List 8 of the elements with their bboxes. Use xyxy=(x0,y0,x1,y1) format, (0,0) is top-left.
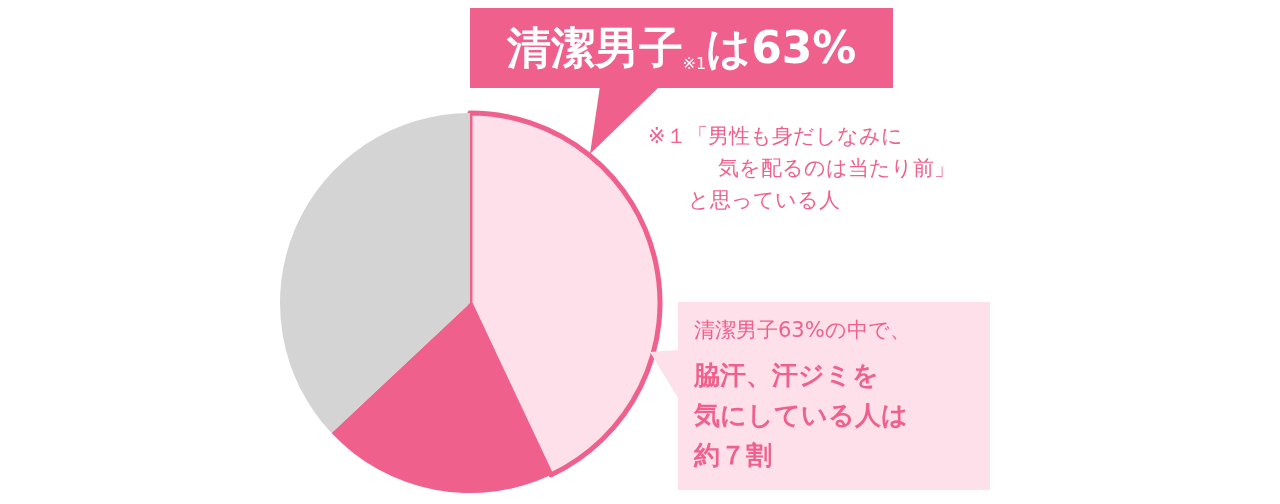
chart-title: 清潔男子$_{※1}$は63% xyxy=(470,8,893,88)
text: 気にしている人は xyxy=(694,399,908,432)
text: と思っている人 xyxy=(688,187,840,214)
text: 清潔男子63%の中で、 xyxy=(694,317,911,344)
text: ※１「男性も身だしなみに xyxy=(648,123,903,150)
text: 気を配るのは当たり前」 xyxy=(718,155,955,182)
text: 約７割 xyxy=(694,439,772,472)
text: 脇汗、汗ジミを xyxy=(694,359,879,392)
